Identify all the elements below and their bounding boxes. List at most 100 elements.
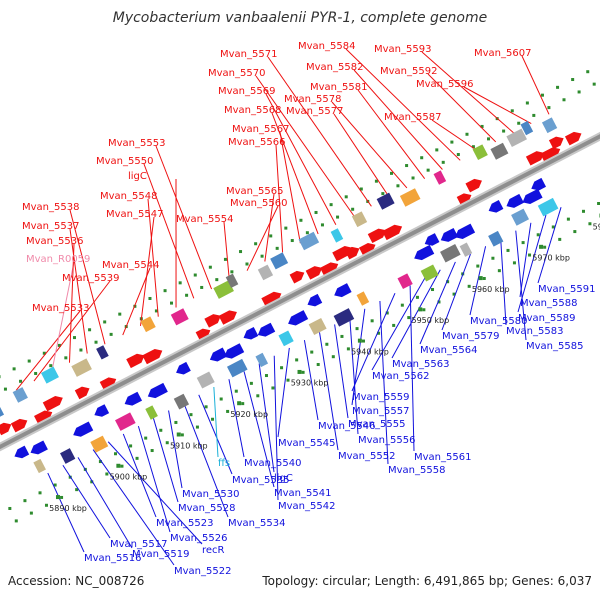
reverse-gene-arrow [522,188,543,205]
leader-line [264,193,275,262]
track-dot [275,246,279,250]
gene-label: Mvan_5544 [102,260,159,271]
gene-box [397,273,413,290]
forward-gene-arrow [195,328,211,342]
reverse-gene-arrow [455,223,476,239]
gene-label: Mvan_5535 [232,475,289,486]
leader-line [391,269,441,359]
leader-line [441,253,471,331]
track-dot [528,253,532,257]
leader-line [357,89,426,180]
track-dot [377,331,381,335]
gene-label: Mvan_5567 [232,124,289,135]
track-dot [88,328,92,332]
gene-label: Mvan_5587 [384,112,441,123]
gene-label: Mvan_5556 [358,435,415,446]
leader-line [255,75,355,216]
leader-line [69,228,88,354]
gene-label: Mvan_5592 [380,66,437,77]
leader-line [419,261,456,345]
track-dot [370,319,374,323]
forward-gene-arrow [42,396,63,412]
gene-label: Mvan_5550 [96,156,153,167]
gene-box [140,316,156,333]
gene-box [170,308,189,326]
track-dot [336,215,340,219]
scale-tick [418,307,423,312]
gene-box [356,291,370,306]
track-dot [286,378,290,382]
track-dot [586,70,590,74]
track-dot [42,351,46,355]
leader-line [537,207,562,284]
reverse-gene-arrow [414,244,435,261]
track-dot [245,262,249,266]
gene-label: Mvan_5526 [170,533,227,544]
gene-label: Mvan_5582 [306,62,363,73]
gene-label: Mvan_5581 [310,82,367,93]
track-dot [562,98,566,102]
gene-label: Mvan_5554 [176,214,233,225]
gene-box [41,366,59,384]
track-dot [14,519,18,523]
track-dot [344,195,348,199]
track-dot [200,285,204,289]
gene-box [96,345,109,360]
gene-label: Mvan_5562 [372,371,429,382]
track-dot [256,394,260,398]
gene-box [459,242,473,257]
gene-box [488,230,504,247]
track-dot [517,121,521,125]
track-dot [547,106,551,110]
leader-line [521,55,550,115]
scale-tick [297,369,302,374]
track-dot [60,495,64,499]
track-dot [310,350,314,354]
reverse-gene-arrow [73,421,94,437]
track-dot [12,367,16,371]
forward-gene-arrow [382,224,403,241]
forward-gene-arrow [465,178,482,193]
track-dot [98,460,102,464]
track-dot [301,370,305,374]
forward-gene-arrow [540,147,561,163]
gene-label: Mvan_5533 [32,303,89,314]
gene-label: Mvan_5569 [218,86,275,97]
gene-box [255,352,269,368]
leader-line [277,347,290,438]
reverse-gene-arrow [488,200,504,213]
gene-box [0,406,5,417]
gene-label: Mvan_5589 [518,313,575,324]
gene-label: Mvan_5537 [22,221,79,232]
gene-box [308,317,327,336]
leader-line [303,340,319,421]
leader-line [273,355,279,501]
track-dot [226,409,230,413]
leader-line [213,386,219,458]
gene-box [520,120,534,136]
track-dot [120,464,124,468]
track-dot [305,231,309,235]
track-dot [295,358,299,362]
track-dot [581,209,585,213]
leader-line [333,113,390,198]
track-dot [592,82,596,86]
track-dot [325,342,329,346]
leader-line [15,310,81,391]
forward-gene-arrow [564,131,582,146]
track-dot [346,347,350,351]
leader-line [258,363,275,473]
gene-label: Mvan_5553 [108,138,165,149]
track-dot [3,387,7,391]
gene-box [537,197,559,217]
track-dot [105,472,109,476]
forward-gene-arrow [319,262,339,277]
gene-label: Mvan_5580 [470,316,527,327]
gene-label: Mvan_5517 [110,539,167,550]
track-dot [392,323,396,327]
scale-tick [176,432,181,437]
gene-box [60,448,76,464]
track-dot [53,483,57,487]
track-dot [400,303,404,307]
track-dot [174,420,178,424]
